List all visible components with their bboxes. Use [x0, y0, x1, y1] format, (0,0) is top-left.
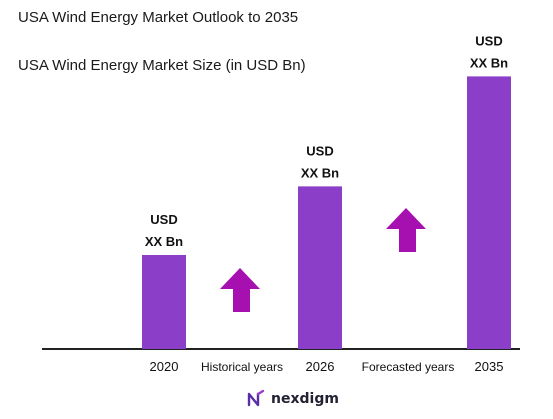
period-label-0: Historical years — [201, 360, 283, 374]
bar-2026 — [298, 186, 342, 349]
data-label-value-2020: XX Bn — [145, 234, 183, 249]
brand-name: nexdigm — [271, 391, 339, 407]
growth-arrow-icon — [386, 208, 426, 252]
bar-2020 — [142, 255, 186, 349]
data-label-currency-2026: USD — [306, 143, 333, 158]
bar-2035 — [467, 76, 511, 350]
x-tick-label-2035: 2035 — [475, 359, 504, 374]
x-tick-label-2020: 2020 — [150, 359, 179, 374]
data-label-currency-2020: USD — [150, 212, 177, 227]
brand-logo: nexdigm — [246, 389, 339, 409]
x-tick-label-2026: 2026 — [306, 359, 335, 374]
data-label-value-2035: XX Bn — [470, 55, 508, 70]
growth-arrow-icon — [220, 268, 260, 312]
chart-subtitle: USA Wind Energy Market Size (in USD Bn) — [18, 57, 306, 74]
data-label-value-2026: XX Bn — [301, 165, 339, 180]
period-label-1: Forecasted years — [362, 360, 455, 374]
data-label-currency-2035: USD — [475, 33, 502, 48]
nexdigm-logo-icon — [247, 389, 265, 407]
chart-title: USA Wind Energy Market Outlook to 2035 — [18, 9, 299, 26]
